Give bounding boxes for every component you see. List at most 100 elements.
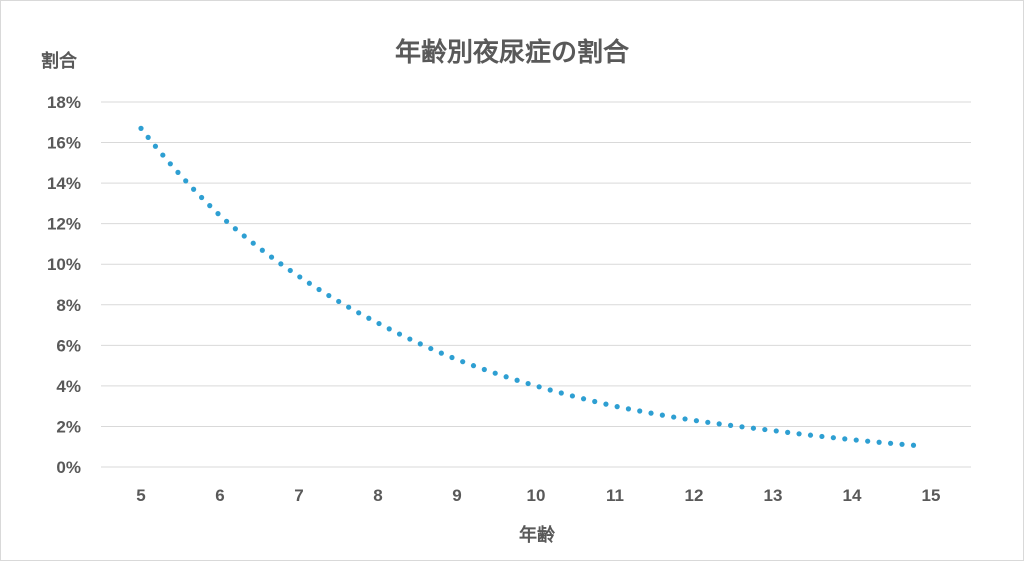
series-dot xyxy=(603,401,609,407)
x-tick-label: 8 xyxy=(373,486,382,505)
series-dot xyxy=(460,359,466,365)
series-dot xyxy=(503,374,509,380)
series-dot xyxy=(592,398,598,405)
y-tick-label: 0% xyxy=(56,458,81,477)
series-dot xyxy=(438,350,444,356)
x-tick-label: 11 xyxy=(606,486,624,505)
series-dot xyxy=(796,431,802,437)
series-dot xyxy=(682,416,688,422)
series-dot xyxy=(481,366,487,373)
series-dot xyxy=(386,326,392,332)
series-dotted-line xyxy=(138,125,917,448)
series-dot xyxy=(326,292,332,299)
y-tick-labels: 0% 2% 4% 6% 8% 10% 12% 14% 16% 18% xyxy=(47,93,81,477)
x-axis-label: 年齢 xyxy=(519,524,556,546)
series-dot xyxy=(525,380,531,387)
series-dot xyxy=(865,438,871,444)
series-dot xyxy=(232,226,238,232)
x-tick-label: 12 xyxy=(685,486,704,505)
y-tick-label: 8% xyxy=(56,296,81,315)
series-dot xyxy=(739,424,745,430)
series-dot xyxy=(356,310,362,316)
series-dot xyxy=(910,442,917,448)
series-dot xyxy=(428,345,434,352)
y-tick-label: 16% xyxy=(47,134,81,153)
y-tick-label: 12% xyxy=(47,215,81,234)
series-dot xyxy=(199,194,205,201)
series-dot xyxy=(773,428,779,434)
series-dot xyxy=(223,218,230,224)
series-dot xyxy=(396,331,403,337)
series-dot xyxy=(306,280,312,286)
series-dot xyxy=(160,152,166,158)
series-dot xyxy=(569,393,576,399)
x-tick-labels: 5 6 7 8 9 10 11 12 13 14 15 xyxy=(136,486,940,505)
series-dot xyxy=(259,247,265,253)
y-axis-label: 割合 xyxy=(41,50,78,72)
x-tick-label: 6 xyxy=(215,486,224,505)
series-dot xyxy=(899,441,905,447)
series-dot xyxy=(336,298,342,305)
series-dot xyxy=(819,433,825,440)
x-tick-label: 5 xyxy=(136,486,145,505)
series-dot xyxy=(376,320,382,327)
series-dot xyxy=(417,341,423,347)
x-tick-label: 13 xyxy=(764,486,783,505)
series-dot xyxy=(785,429,791,435)
y-tick-label: 6% xyxy=(56,336,81,355)
series-dot xyxy=(241,233,247,239)
series-dot xyxy=(297,274,303,280)
x-tick-label: 9 xyxy=(452,486,461,505)
series-dot xyxy=(287,267,293,274)
series-dot xyxy=(268,254,275,260)
x-tick-label: 15 xyxy=(922,486,941,505)
series-dot xyxy=(145,134,151,140)
gridlines xyxy=(101,101,971,468)
x-tick-label: 14 xyxy=(843,486,862,505)
series-dot xyxy=(152,143,159,149)
series-dot xyxy=(671,414,677,420)
chart-title: 年齢別夜尿症の割合 xyxy=(395,37,630,68)
series-dot xyxy=(250,240,256,246)
y-tick-label: 18% xyxy=(47,93,81,112)
series-dot xyxy=(750,425,757,431)
series-dot xyxy=(842,436,848,442)
series-dot xyxy=(614,404,620,410)
series-dot xyxy=(762,426,768,433)
series-dot xyxy=(215,211,221,217)
series-dot xyxy=(637,408,643,414)
x-tick-label: 10 xyxy=(527,486,546,505)
series-dot xyxy=(887,440,894,446)
series-dot xyxy=(625,406,632,412)
x-tick-label: 7 xyxy=(294,486,303,505)
series-dot xyxy=(492,370,498,376)
series-dot xyxy=(727,422,734,428)
series-dot xyxy=(316,286,322,293)
series-dot xyxy=(167,161,173,167)
series-dot xyxy=(366,315,372,321)
series-dot xyxy=(693,418,700,424)
series-dot xyxy=(807,432,814,438)
y-tick-label: 4% xyxy=(56,377,81,396)
series-dot xyxy=(853,437,859,443)
series-dot xyxy=(547,387,553,393)
y-tick-label: 14% xyxy=(47,174,81,193)
series-dot xyxy=(138,125,144,131)
series-dot xyxy=(830,435,836,441)
series-dot xyxy=(346,304,352,310)
y-tick-label: 10% xyxy=(47,255,81,274)
series-dot xyxy=(183,178,189,184)
series-dot xyxy=(705,419,711,425)
series-dot xyxy=(536,384,542,390)
series-dot xyxy=(207,203,213,209)
series-dot xyxy=(407,336,413,342)
series-dot xyxy=(278,261,284,267)
series-dot xyxy=(648,410,654,416)
series-dot xyxy=(449,354,455,361)
series-dot xyxy=(558,390,564,396)
series-dot xyxy=(175,169,181,175)
y-tick-label: 2% xyxy=(56,417,81,436)
series-dot xyxy=(580,396,587,402)
